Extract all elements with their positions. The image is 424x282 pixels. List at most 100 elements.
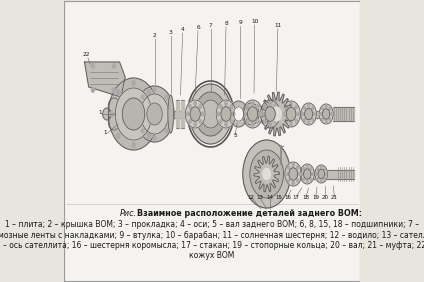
Circle shape	[292, 163, 294, 166]
Circle shape	[137, 112, 139, 116]
Circle shape	[317, 178, 319, 180]
Circle shape	[165, 129, 168, 133]
Circle shape	[276, 112, 279, 116]
Circle shape	[135, 86, 174, 142]
Circle shape	[300, 164, 314, 184]
Circle shape	[260, 100, 280, 128]
Circle shape	[307, 180, 308, 183]
Circle shape	[304, 169, 311, 179]
Circle shape	[310, 178, 312, 181]
Text: 5: 5	[233, 133, 237, 138]
Circle shape	[290, 122, 292, 125]
Circle shape	[92, 64, 95, 68]
Circle shape	[112, 88, 115, 92]
Circle shape	[147, 103, 162, 125]
Circle shape	[92, 88, 95, 92]
Circle shape	[199, 105, 202, 108]
Circle shape	[117, 133, 120, 138]
Circle shape	[185, 100, 205, 128]
Circle shape	[324, 168, 326, 170]
Circle shape	[271, 107, 282, 121]
Circle shape	[201, 112, 204, 116]
Circle shape	[269, 123, 271, 126]
Circle shape	[320, 113, 322, 115]
Circle shape	[153, 136, 156, 140]
Circle shape	[312, 107, 314, 109]
Circle shape	[141, 129, 144, 133]
Circle shape	[295, 119, 297, 123]
Circle shape	[297, 179, 299, 182]
Circle shape	[165, 95, 168, 99]
Circle shape	[141, 95, 144, 99]
Circle shape	[304, 107, 306, 109]
Circle shape	[259, 112, 261, 116]
Circle shape	[247, 108, 256, 120]
Circle shape	[189, 120, 191, 123]
Bar	[126, 111, 351, 118]
Text: 6: 6	[196, 25, 200, 30]
Circle shape	[153, 111, 157, 116]
Circle shape	[216, 100, 236, 128]
Text: 16: 16	[284, 195, 291, 200]
Polygon shape	[254, 156, 279, 192]
Circle shape	[248, 107, 258, 121]
Circle shape	[243, 103, 259, 125]
Circle shape	[304, 118, 306, 121]
Text: 9: 9	[238, 20, 242, 25]
Circle shape	[132, 80, 135, 85]
Circle shape	[232, 112, 235, 116]
Circle shape	[323, 109, 330, 119]
Circle shape	[243, 140, 290, 208]
Circle shape	[199, 120, 202, 123]
Circle shape	[230, 105, 232, 108]
Circle shape	[110, 111, 114, 116]
Circle shape	[297, 112, 299, 116]
Circle shape	[115, 88, 152, 140]
Circle shape	[265, 107, 275, 121]
Circle shape	[103, 108, 111, 120]
Circle shape	[263, 169, 271, 180]
Text: 2: 2	[153, 33, 156, 38]
Circle shape	[301, 173, 303, 175]
Ellipse shape	[168, 95, 173, 133]
Circle shape	[230, 120, 232, 123]
Text: 1 – плита; 2 – крышка ВОМ; 3 – прокладка; 4 – оси; 5 – вал заднего ВОМ; 6, 8, 15: 1 – плита; 2 – крышка ВОМ; 3 – прокладка…	[5, 220, 419, 229]
Circle shape	[297, 166, 299, 169]
Circle shape	[246, 105, 248, 108]
Circle shape	[141, 94, 169, 134]
Circle shape	[286, 172, 288, 176]
Text: 7: 7	[209, 23, 212, 28]
Bar	[289, 169, 354, 179]
Circle shape	[123, 98, 145, 130]
Circle shape	[201, 100, 220, 128]
Circle shape	[302, 113, 304, 115]
Circle shape	[312, 173, 313, 175]
Circle shape	[303, 167, 304, 170]
Circle shape	[220, 105, 222, 108]
Circle shape	[321, 180, 322, 182]
Circle shape	[274, 120, 277, 123]
Circle shape	[234, 107, 244, 121]
Circle shape	[109, 114, 120, 130]
Circle shape	[283, 112, 285, 116]
Circle shape	[147, 90, 151, 94]
Text: кожух ВОМ: кожух ВОМ	[189, 252, 235, 261]
Circle shape	[313, 113, 315, 115]
Circle shape	[315, 165, 328, 183]
Circle shape	[274, 105, 277, 108]
Circle shape	[303, 178, 304, 181]
Circle shape	[285, 105, 287, 109]
Circle shape	[195, 92, 226, 136]
Circle shape	[315, 173, 317, 175]
Circle shape	[290, 102, 292, 106]
Bar	[333, 107, 354, 121]
Circle shape	[282, 101, 300, 127]
Text: 12: 12	[248, 195, 255, 200]
Circle shape	[117, 90, 120, 94]
Text: 17: 17	[293, 195, 299, 200]
Circle shape	[298, 172, 301, 176]
Circle shape	[285, 162, 301, 186]
Text: 11: 11	[274, 23, 282, 28]
Text: 18: 18	[302, 195, 310, 200]
Circle shape	[289, 168, 298, 180]
